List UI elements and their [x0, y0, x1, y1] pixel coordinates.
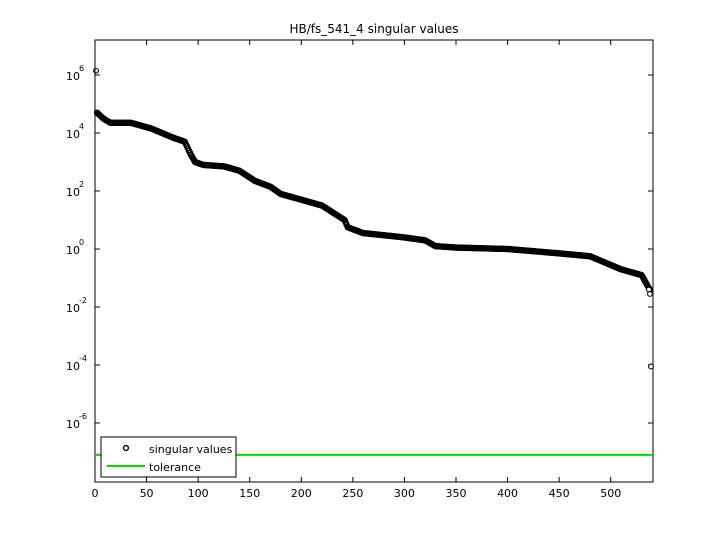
y-tick-exponent: -4 — [79, 354, 87, 363]
x-tick-label: 50 — [140, 487, 154, 500]
x-tick-label: 400 — [497, 487, 518, 500]
x-tick-label: 500 — [600, 487, 621, 500]
x-tick-label: 100 — [188, 487, 209, 500]
y-tick-label: 10 — [66, 186, 80, 199]
y-tick-label: 10 — [66, 128, 80, 141]
y-tick-label: 10 — [66, 244, 80, 257]
legend-marker-singular-values — [122, 444, 130, 452]
x-tick-label: 450 — [549, 487, 570, 500]
axis-ticks: 0 50 100 150 200 250 300 350 400 450 50010-610-410… — [66, 40, 653, 500]
y-tick-label: 10 — [66, 302, 80, 315]
plot-frame — [94, 39, 654, 483]
singular-value-point — [647, 291, 653, 297]
y-tick-exponent: 4 — [79, 122, 84, 131]
y-tick-label: 10 — [66, 70, 80, 83]
x-tick-label: 300 — [394, 487, 415, 500]
x-tick-label: 200 — [291, 487, 312, 500]
legend-label-singular-values: singular values — [149, 443, 233, 456]
y-tick-label: 10 — [66, 360, 80, 373]
y-tick-exponent: 2 — [79, 180, 84, 189]
singular-value-point — [93, 67, 99, 74]
y-tick-exponent: -2 — [79, 296, 87, 305]
x-tick-label: 350 — [445, 487, 466, 500]
x-tick-label: 250 — [342, 487, 363, 500]
y-tick-label: 10 — [66, 418, 80, 431]
y-tick-exponent: 6 — [79, 64, 84, 73]
plot-area — [94, 39, 654, 483]
legend-box — [100, 436, 237, 478]
x-tick-label: 0 — [92, 487, 99, 500]
x-tick-label: 150 — [239, 487, 260, 500]
legend-label-tolerance: tolerance — [149, 461, 201, 474]
y-tick-exponent: 0 — [79, 238, 84, 247]
singular-value-point — [648, 363, 654, 370]
chart-title: HB/fs_541_4 singular values — [289, 22, 458, 36]
legend: singular values tolerance — [100, 436, 237, 478]
y-tick-exponent: -6 — [79, 412, 87, 421]
